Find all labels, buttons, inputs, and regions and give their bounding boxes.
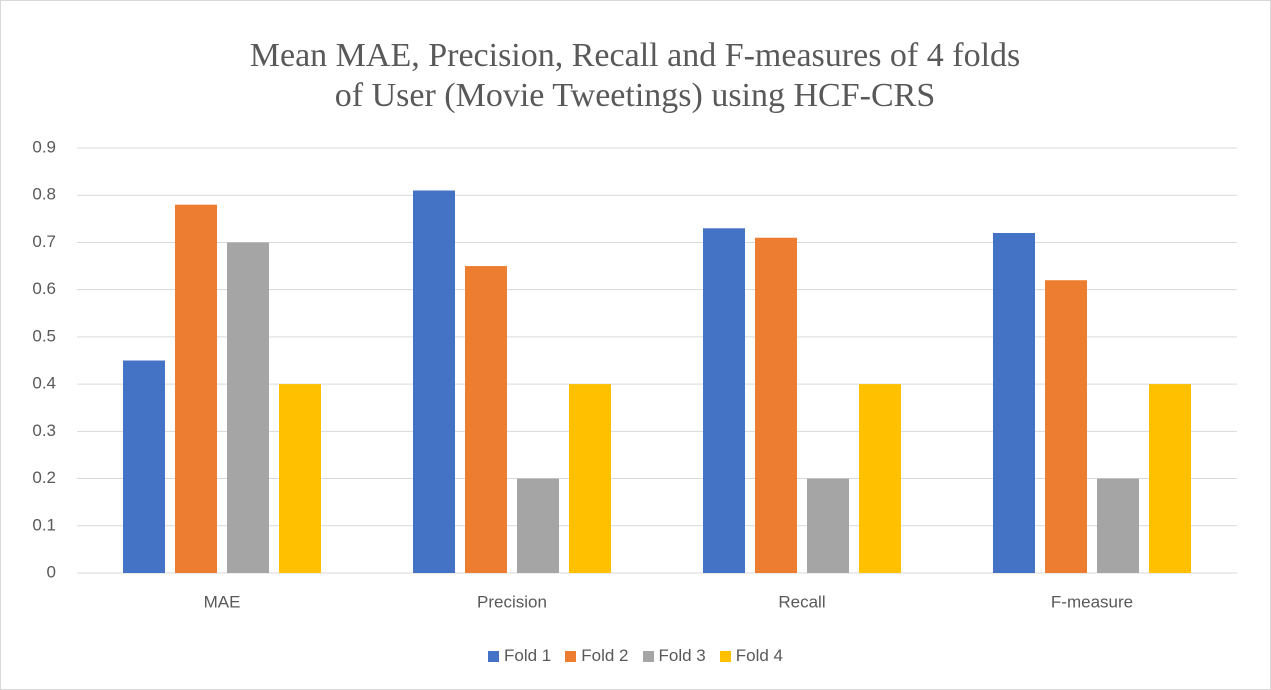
- bar: [175, 204, 217, 573]
- x-tick-label: F-measure: [1051, 592, 1133, 611]
- bar: [123, 360, 165, 573]
- bar: [1097, 478, 1139, 573]
- bar: [279, 384, 321, 573]
- bar: [703, 228, 745, 573]
- bar: [227, 242, 269, 573]
- legend-label: Fold 1: [504, 646, 552, 665]
- y-tick-label: 0: [47, 562, 56, 581]
- y-tick-label: 0.1: [32, 515, 56, 534]
- bar: [413, 190, 455, 573]
- y-tick-label: 0.9: [32, 137, 56, 156]
- legend-label: Fold 2: [581, 646, 629, 665]
- bar: [1149, 384, 1191, 573]
- legend: Fold 1 Fold 2 Fold 3 Fold 4: [0, 646, 1271, 666]
- bar: [517, 478, 559, 573]
- legend-item: Fold 2: [565, 646, 629, 666]
- bar: [465, 266, 507, 573]
- x-tick-label: Precision: [477, 592, 547, 611]
- chart-title: Mean MAE, Precision, Recall and F-measur…: [249, 37, 1021, 114]
- bar: [993, 233, 1035, 573]
- bar: [1045, 280, 1087, 573]
- x-tick-label: MAE: [204, 592, 241, 611]
- legend-item: Fold 4: [719, 646, 783, 666]
- y-tick-label: 0.2: [32, 468, 56, 487]
- legend-item: Fold 1: [488, 646, 551, 666]
- x-tick-label: Recall: [778, 592, 825, 611]
- y-tick-label: 0.6: [32, 279, 56, 298]
- legend-label: Fold 4: [735, 646, 783, 665]
- y-tick-label: 0.7: [32, 232, 56, 251]
- legend-item: Fold 3: [642, 646, 706, 666]
- y-tick-label: 0.8: [32, 185, 56, 204]
- bar: [807, 478, 849, 573]
- legend-swatch: [488, 650, 499, 662]
- bar: [859, 384, 901, 573]
- bar: [755, 237, 797, 573]
- legend-swatch: [642, 650, 654, 662]
- legend-label: Fold 3: [658, 646, 706, 665]
- legend-swatch: [719, 650, 731, 662]
- y-tick-label: 0.4: [32, 374, 56, 393]
- legend-swatch: [565, 650, 577, 662]
- y-tick-label: 0.3: [32, 421, 56, 440]
- bar: [569, 384, 611, 573]
- y-tick-label: 0.5: [32, 326, 56, 345]
